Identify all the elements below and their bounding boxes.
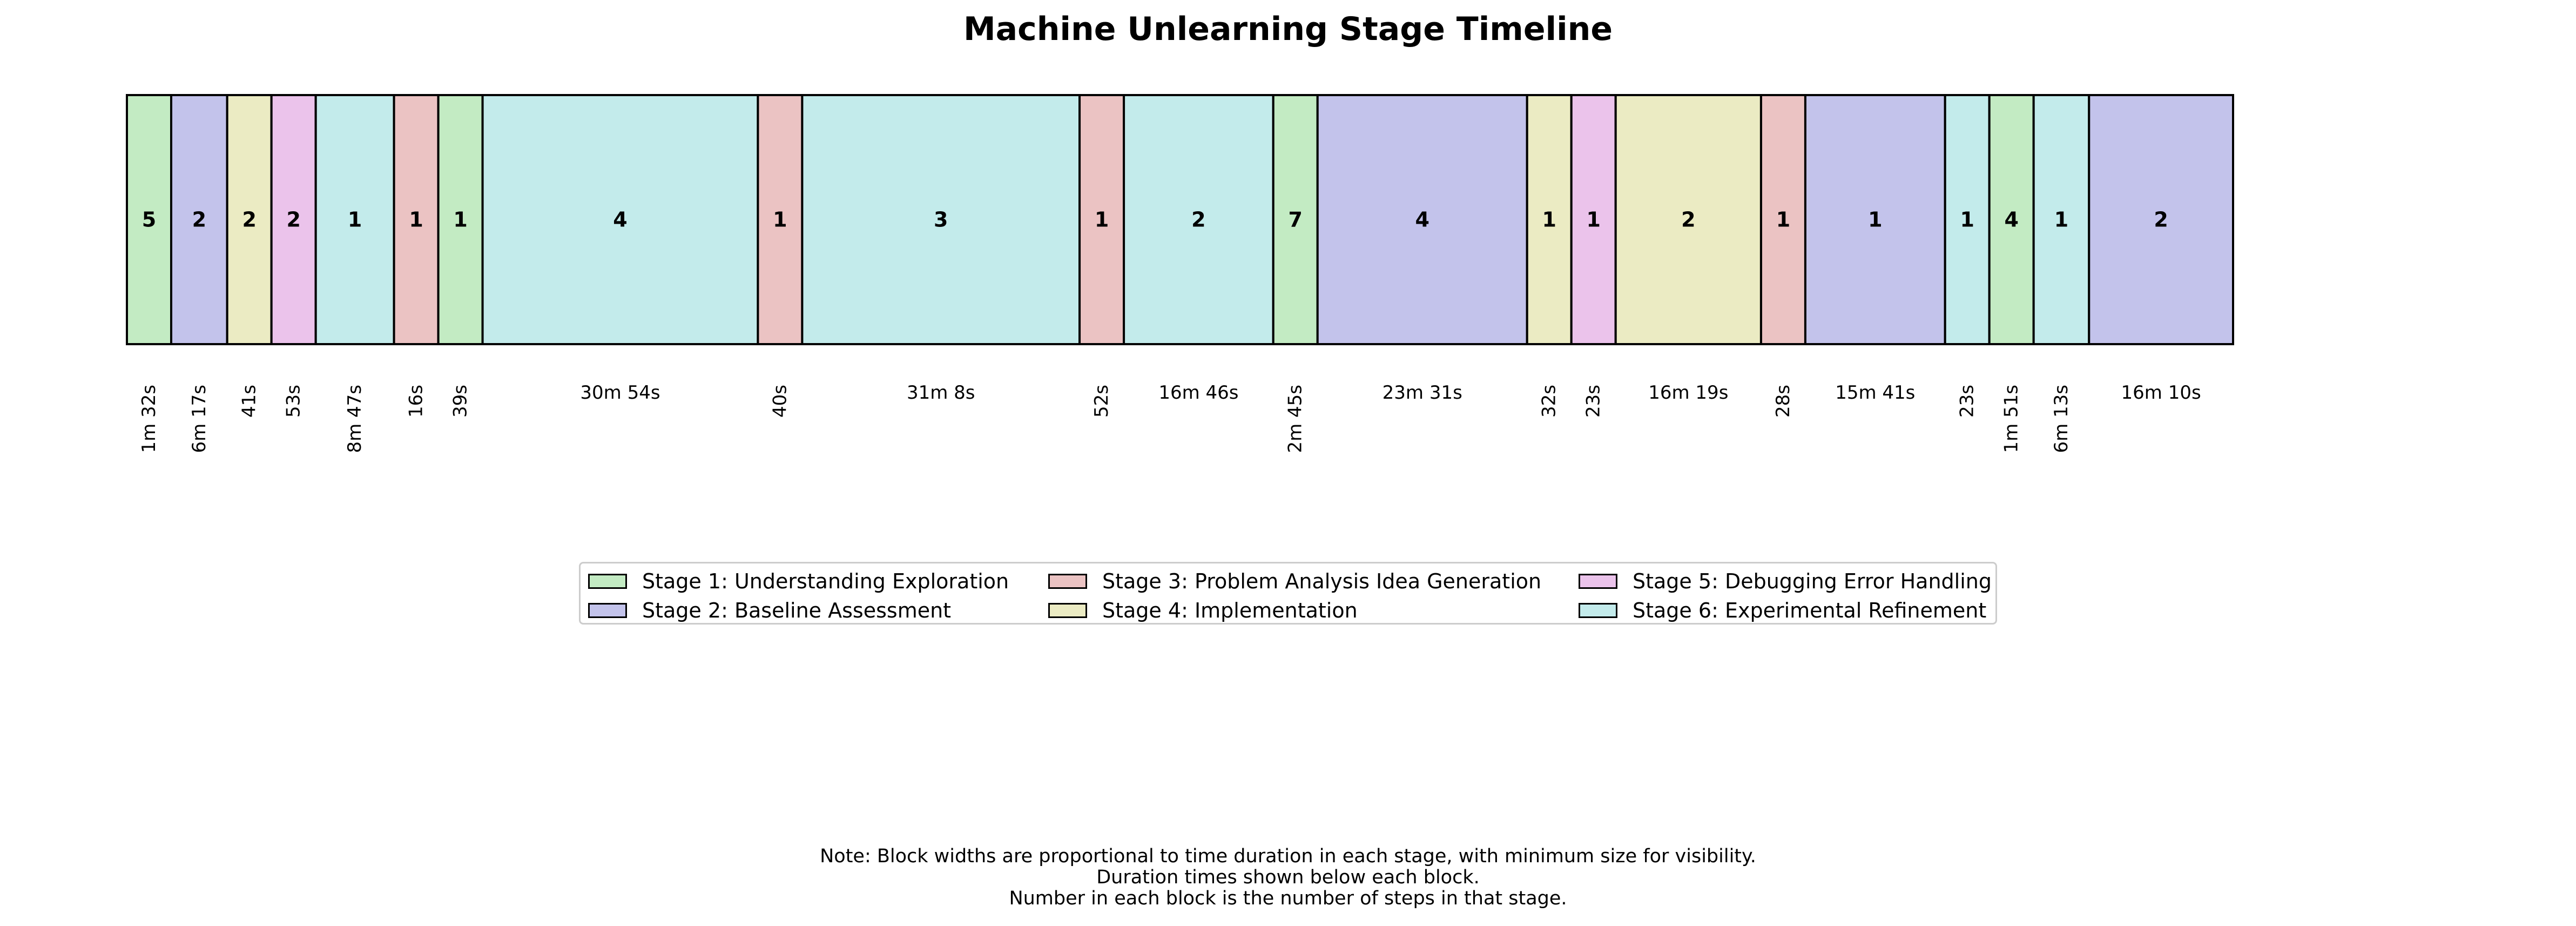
legend-item-stage-6: Stage 6: Experimental Refinement — [1579, 596, 1986, 625]
stage-block-9 — [757, 94, 804, 345]
block-duration-21: 1m 51s — [2001, 385, 2022, 453]
block-duration-13: 2m 45s — [1285, 385, 1306, 453]
block-step-count-2: 2 — [192, 208, 206, 232]
legend-label-stage-6: Stage 6: Experimental Refinement — [1633, 599, 1987, 622]
block-duration-14: 23m 31s — [1383, 382, 1462, 404]
stage-block-19 — [1804, 94, 1946, 345]
legend-swatch-stage-3 — [1048, 574, 1087, 589]
block-duration-17: 16m 19s — [1648, 382, 1728, 404]
stage-block-1 — [126, 94, 172, 345]
legend-item-stage-2: Stage 2: Baseline Assessment — [588, 596, 951, 625]
stage-block-4 — [270, 94, 317, 345]
block-duration-22: 6m 13s — [2051, 385, 2072, 453]
block-duration-20: 23s — [1957, 385, 1978, 418]
block-duration-23: 16m 10s — [2121, 382, 2201, 404]
block-step-count-16: 1 — [1586, 208, 1600, 232]
block-step-count-23: 2 — [2154, 208, 2168, 232]
block-step-count-15: 1 — [1542, 208, 1556, 232]
stage-block-10 — [801, 94, 1081, 345]
block-duration-18: 28s — [1772, 385, 1794, 418]
block-duration-9: 40s — [769, 385, 791, 418]
stage-block-15 — [1526, 94, 1573, 345]
chart-notes: Note: Block widths are proportional to t… — [0, 846, 2576, 909]
stage-block-12 — [1123, 94, 1274, 345]
block-step-count-21: 4 — [2004, 208, 2018, 232]
legend-swatch-stage-2 — [588, 603, 627, 618]
stage-block-2 — [170, 94, 228, 345]
chart-title: Machine Unlearning Stage Timeline — [963, 10, 1613, 48]
stage-block-16 — [1570, 94, 1617, 345]
block-step-count-12: 2 — [1191, 208, 1205, 232]
block-duration-6: 16s — [406, 385, 427, 418]
stage-block-13 — [1272, 94, 1319, 345]
stage-block-11 — [1078, 94, 1125, 345]
stage-block-8 — [481, 94, 759, 345]
block-step-count-20: 1 — [1960, 208, 1974, 232]
block-step-count-19: 1 — [1868, 208, 1882, 232]
block-step-count-10: 3 — [934, 208, 948, 232]
block-duration-5: 8m 47s — [344, 385, 366, 453]
block-step-count-8: 4 — [613, 208, 627, 232]
legend-item-stage-1: Stage 1: Understanding Exploration — [588, 567, 1009, 596]
block-step-count-7: 1 — [453, 208, 467, 232]
block-step-count-9: 1 — [773, 208, 787, 232]
stage-block-5 — [314, 94, 395, 345]
block-duration-2: 6m 17s — [188, 385, 210, 453]
legend-swatch-stage-4 — [1048, 603, 1087, 618]
block-duration-1: 1m 32s — [138, 385, 160, 453]
stage-block-21 — [1988, 94, 2035, 345]
legend-label-stage-4: Stage 4: Implementation — [1102, 599, 1358, 622]
block-duration-19: 15m 41s — [1835, 382, 1915, 404]
legend-swatch-stage-1 — [588, 574, 627, 589]
block-duration-16: 23s — [1583, 385, 1604, 418]
block-duration-7: 39s — [450, 385, 471, 418]
block-duration-3: 41s — [239, 385, 260, 418]
legend-item-stage-5: Stage 5: Debugging Error Handling — [1579, 567, 1992, 596]
block-duration-10: 31m 8s — [907, 382, 975, 404]
legend-item-stage-4: Stage 4: Implementation — [1048, 596, 1358, 625]
stage-block-18 — [1759, 94, 1806, 345]
legend-label-stage-3: Stage 3: Problem Analysis Idea Generatio… — [1102, 569, 1542, 593]
legend-swatch-stage-6 — [1579, 603, 1617, 618]
block-step-count-22: 1 — [2054, 208, 2068, 232]
stage-block-3 — [226, 94, 273, 345]
timeline-chart: 5 1m 32s 2 6m 17s 2 41s 2 53s 1 8m 47s 1 16s 1 39s 4 30… — [126, 94, 2235, 453]
legend: Stage 1: Understanding Exploration Stage … — [579, 562, 1997, 625]
block-duration-12: 16m 46s — [1158, 382, 1238, 404]
legend-item-stage-3: Stage 3: Problem Analysis Idea Generatio… — [1048, 567, 1541, 596]
block-duration-15: 32s — [1539, 385, 1560, 418]
note-line-1: Note: Block widths are proportional to t… — [820, 846, 1756, 867]
block-step-count-5: 1 — [348, 208, 362, 232]
block-step-count-6: 1 — [409, 208, 423, 232]
stage-block-22 — [2032, 94, 2091, 345]
block-step-count-11: 1 — [1095, 208, 1109, 232]
block-step-count-14: 4 — [1415, 208, 1429, 232]
block-step-count-3: 2 — [242, 208, 256, 232]
block-step-count-1: 5 — [142, 208, 156, 232]
stage-block-23 — [2088, 94, 2235, 345]
block-step-count-17: 2 — [1681, 208, 1695, 232]
block-duration-11: 52s — [1091, 385, 1112, 418]
stage-block-6 — [393, 94, 440, 345]
legend-label-stage-5: Stage 5: Debugging Error Handling — [1633, 569, 1992, 593]
legend-swatch-stage-5 — [1579, 574, 1617, 589]
block-step-count-18: 1 — [1776, 208, 1790, 232]
block-step-count-13: 7 — [1288, 208, 1302, 232]
legend-label-stage-1: Stage 1: Understanding Exploration — [642, 569, 1009, 593]
legend-label-stage-2: Stage 2: Baseline Assessment — [642, 599, 952, 622]
stage-block-17 — [1614, 94, 1762, 345]
block-duration-8: 30m 54s — [580, 382, 660, 404]
stage-block-14 — [1316, 94, 1528, 345]
block-duration-4: 53s — [283, 385, 305, 418]
note-line-3: Number in each block is the number of st… — [1009, 888, 1567, 909]
block-step-count-4: 2 — [286, 208, 300, 232]
note-line-2: Duration times shown below each block. — [1096, 867, 1480, 888]
